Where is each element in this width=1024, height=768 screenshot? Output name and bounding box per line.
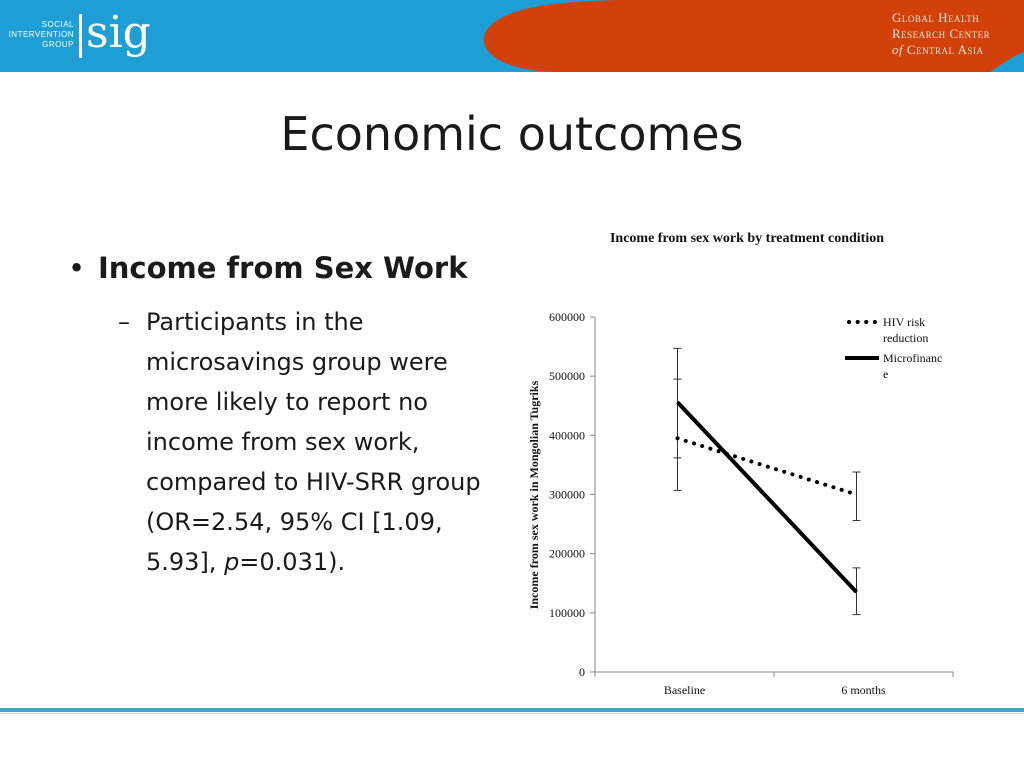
legend-label: reduction xyxy=(883,331,928,345)
bullet-item: • Income from Sex Work xyxy=(68,250,468,286)
sub-bullet-dash: – xyxy=(118,308,130,336)
plot-area: 0 100000 200000 300000 400000 500000 600000 Bas… xyxy=(549,310,954,697)
x-tick-label: 6 months xyxy=(841,683,886,697)
bullet-text: Income from Sex Work xyxy=(98,251,468,285)
header-background xyxy=(0,0,1024,72)
footer-divider-light xyxy=(0,713,1024,714)
sig-logo-divider xyxy=(79,14,82,58)
y-tick-label: 600000 xyxy=(549,310,585,324)
x-tick-label: Baseline xyxy=(664,683,705,697)
legend-label: e xyxy=(883,367,888,381)
y-tick-label: 400000 xyxy=(549,428,585,442)
y-tick-label: 0 xyxy=(579,665,585,679)
y-tick-label: 300000 xyxy=(549,488,585,502)
y-tick-label: 100000 xyxy=(549,606,585,620)
slide-title: Economic outcomes xyxy=(280,107,744,161)
bullet-dot-icon: • xyxy=(68,251,86,285)
y-axis-label: Income from sex work in Mongolian Tugrik… xyxy=(527,380,541,609)
sig-logo-small-text: SOCIAL INTERVENTION GROUP xyxy=(8,20,74,49)
series-line-microfinance xyxy=(676,400,858,594)
legend-label: HIV risk xyxy=(883,315,925,329)
ghrc-logo-text: Global Health Research Center of Central… xyxy=(892,10,991,57)
y-tick-label: 500000 xyxy=(549,369,585,383)
sig-logo: sig xyxy=(86,7,151,58)
y-tick-label: 200000 xyxy=(549,547,585,561)
series-line-hiv-risk-reduction xyxy=(675,436,859,497)
chart-title: Income from sex work by treatment condit… xyxy=(610,231,884,246)
income-line-chart: Income from sex work by treatment condit… xyxy=(527,231,954,697)
header-banner: SOCIAL INTERVENTION GROUP sig Global Hea… xyxy=(0,0,1024,72)
legend-label: Microfinanc xyxy=(883,351,942,365)
footer-divider xyxy=(0,708,1024,712)
sub-bullet-text: Participants in the microsavings group w… xyxy=(146,308,481,576)
